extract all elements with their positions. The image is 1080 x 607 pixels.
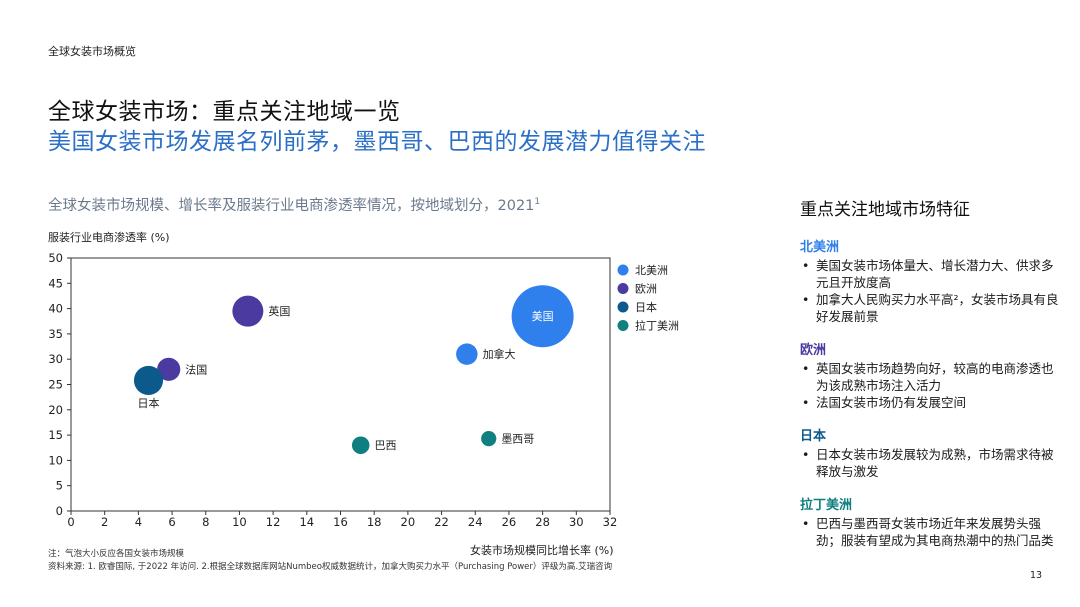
x-tick-label: 18: [367, 515, 382, 529]
legend-marker: [617, 301, 629, 313]
x-tick-label: 24: [468, 515, 483, 529]
region-features-panel: 重点关注地域市场特征 北美洲美国女装市场体量大、增长潜力大、供求多元且开放度高加…: [800, 195, 1060, 559]
y-tick-label: 20: [48, 403, 63, 417]
region-name: 欧洲: [800, 343, 827, 358]
bubble-label: 英国: [268, 304, 290, 318]
legend-label: 日本: [635, 300, 657, 314]
page-number: 13: [1030, 570, 1043, 581]
x-tick-label: 8: [202, 515, 209, 529]
region-bullet: 加拿大人民购买力水平高²，女装市场具有良好发展前景: [800, 291, 1060, 325]
x-tick-label: 16: [333, 515, 348, 529]
bubble-label: 美国: [532, 310, 554, 323]
footnote-sources: 资料来源: 1. 欧睿国际, 于2022 年访问. 2.根据全球数据库网站Num…: [48, 562, 613, 572]
y-tick-label: 25: [48, 378, 63, 392]
y-tick-label: 10: [48, 453, 63, 467]
region-name: 日本: [800, 429, 827, 444]
region-list: 北美洲美国女装市场体量大、增长潜力大、供求多元且开放度高加拿大人民购买力水平高²…: [800, 236, 1060, 549]
x-tick-label: 28: [535, 515, 550, 529]
region-bullet: 英国女装市场趋势向好，较高的电商渗透也为该成熟市场注入活力: [800, 360, 1060, 394]
legend-label: 欧洲: [635, 283, 657, 296]
bubble: [133, 365, 164, 395]
y-tick-label: 5: [56, 479, 63, 493]
y-tick-label: 35: [48, 327, 63, 341]
y-tick-label: 40: [48, 302, 63, 316]
x-tick-label: 32: [603, 515, 618, 529]
legend-marker: [617, 283, 629, 294]
region-bullets: 日本女装市场发展较为成熟，市场需求待被释放与激发: [800, 446, 1060, 480]
x-tick-label: 22: [434, 515, 449, 529]
y-tick-label: 0: [56, 504, 63, 518]
x-tick-label: 6: [168, 515, 175, 529]
region-block: 北美洲美国女装市场体量大、增长潜力大、供求多元且开放度高加拿大人民购买力水平高²…: [800, 236, 1060, 325]
page-subtitle: 美国女装市场发展名列前茅，墨西哥、巴西的发展潜力值得关注: [48, 129, 706, 155]
x-tick-label: 0: [67, 515, 74, 529]
footnote-bubble-size: 注：气泡大小反应各国女装市场规模: [48, 549, 185, 559]
x-tick-label: 30: [569, 515, 584, 529]
bubble-label: 加拿大: [483, 347, 516, 361]
legend-marker: [617, 264, 629, 276]
chart-title-footnote: 1: [534, 197, 541, 208]
x-tick-label: 12: [266, 515, 281, 529]
region-block: 日本日本女装市场发展较为成熟，市场需求待被释放与激发: [800, 425, 1060, 480]
y-tick-label: 30: [48, 352, 63, 366]
x-tick-label: 2: [101, 515, 108, 529]
region-bullet: 美国女装市场体量大、增长潜力大、供求多元且开放度高: [800, 257, 1060, 291]
x-axis-label: 女装市场规模同比增长率 (%): [470, 544, 614, 557]
region-block: 欧洲英国女装市场趋势向好，较高的电商渗透也为该成熟市场注入活力法国女装市场仍有发…: [800, 339, 1060, 411]
bubble-label: 巴西: [374, 439, 396, 452]
y-tick-label: 15: [48, 428, 63, 442]
y-tick-label: 45: [48, 276, 63, 290]
bubble: [157, 357, 181, 381]
region-bullets: 巴西与墨西哥女装市场近年来发展势头强劲；服装有望成为其电商热潮中的热门品类: [800, 515, 1060, 549]
bubble-label: 日本: [137, 396, 159, 410]
bubble: [232, 295, 264, 327]
y-axis-label: 服装行业电商渗透率 (%): [48, 231, 170, 244]
region-name: 北美洲: [800, 240, 840, 255]
chart-title: 全球女装市场规模、增长率及服装行业电商渗透率情况，按地域划分，20211: [48, 194, 540, 215]
legend-label: 北美洲: [635, 264, 668, 277]
bubble: [511, 285, 574, 348]
x-tick-label: 4: [135, 515, 142, 529]
region-bullet: 法国女装市场仍有发展空间: [800, 394, 1060, 411]
region-bullets: 英国女装市场趋势向好，较高的电商渗透也为该成熟市场注入活力法国女装市场仍有发展空…: [800, 360, 1060, 411]
chart-title-text: 全球女装市场规模、增长率及服装行业电商渗透率情况，按地域划分，2021: [48, 198, 535, 214]
y-tick-label: 50: [48, 251, 63, 265]
bubble: [351, 436, 370, 454]
legend-marker: [617, 320, 629, 331]
region-name: 拉丁美洲: [800, 498, 853, 513]
bubble: [481, 431, 497, 447]
section-label: 全球女装市场概览: [48, 45, 136, 58]
region-block: 拉丁美洲巴西与墨西哥女装市场近年来发展势头强劲；服装有望成为其电商热潮中的热门品…: [800, 494, 1060, 549]
page-title: 全球女装市场：重点关注地域一览: [48, 99, 401, 125]
panel-title: 重点关注地域市场特征: [800, 200, 970, 220]
legend-label: 拉丁美洲: [635, 319, 679, 333]
region-bullet: 巴西与墨西哥女装市场近年来发展势头强劲；服装有望成为其电商热潮中的热门品类: [800, 515, 1060, 549]
bubble-label: 法国: [185, 362, 207, 376]
x-tick-label: 10: [232, 515, 247, 529]
bubble-label: 墨西哥: [501, 433, 534, 446]
bubble: [456, 343, 478, 365]
x-tick-label: 26: [502, 515, 517, 529]
region-bullet: 日本女装市场发展较为成熟，市场需求待被释放与激发: [800, 446, 1060, 480]
region-bullets: 美国女装市场体量大、增长潜力大、供求多元且开放度高加拿大人民购买力水平高²，女装…: [800, 257, 1060, 325]
x-tick-label: 14: [299, 515, 314, 529]
x-tick-label: 20: [401, 515, 416, 529]
